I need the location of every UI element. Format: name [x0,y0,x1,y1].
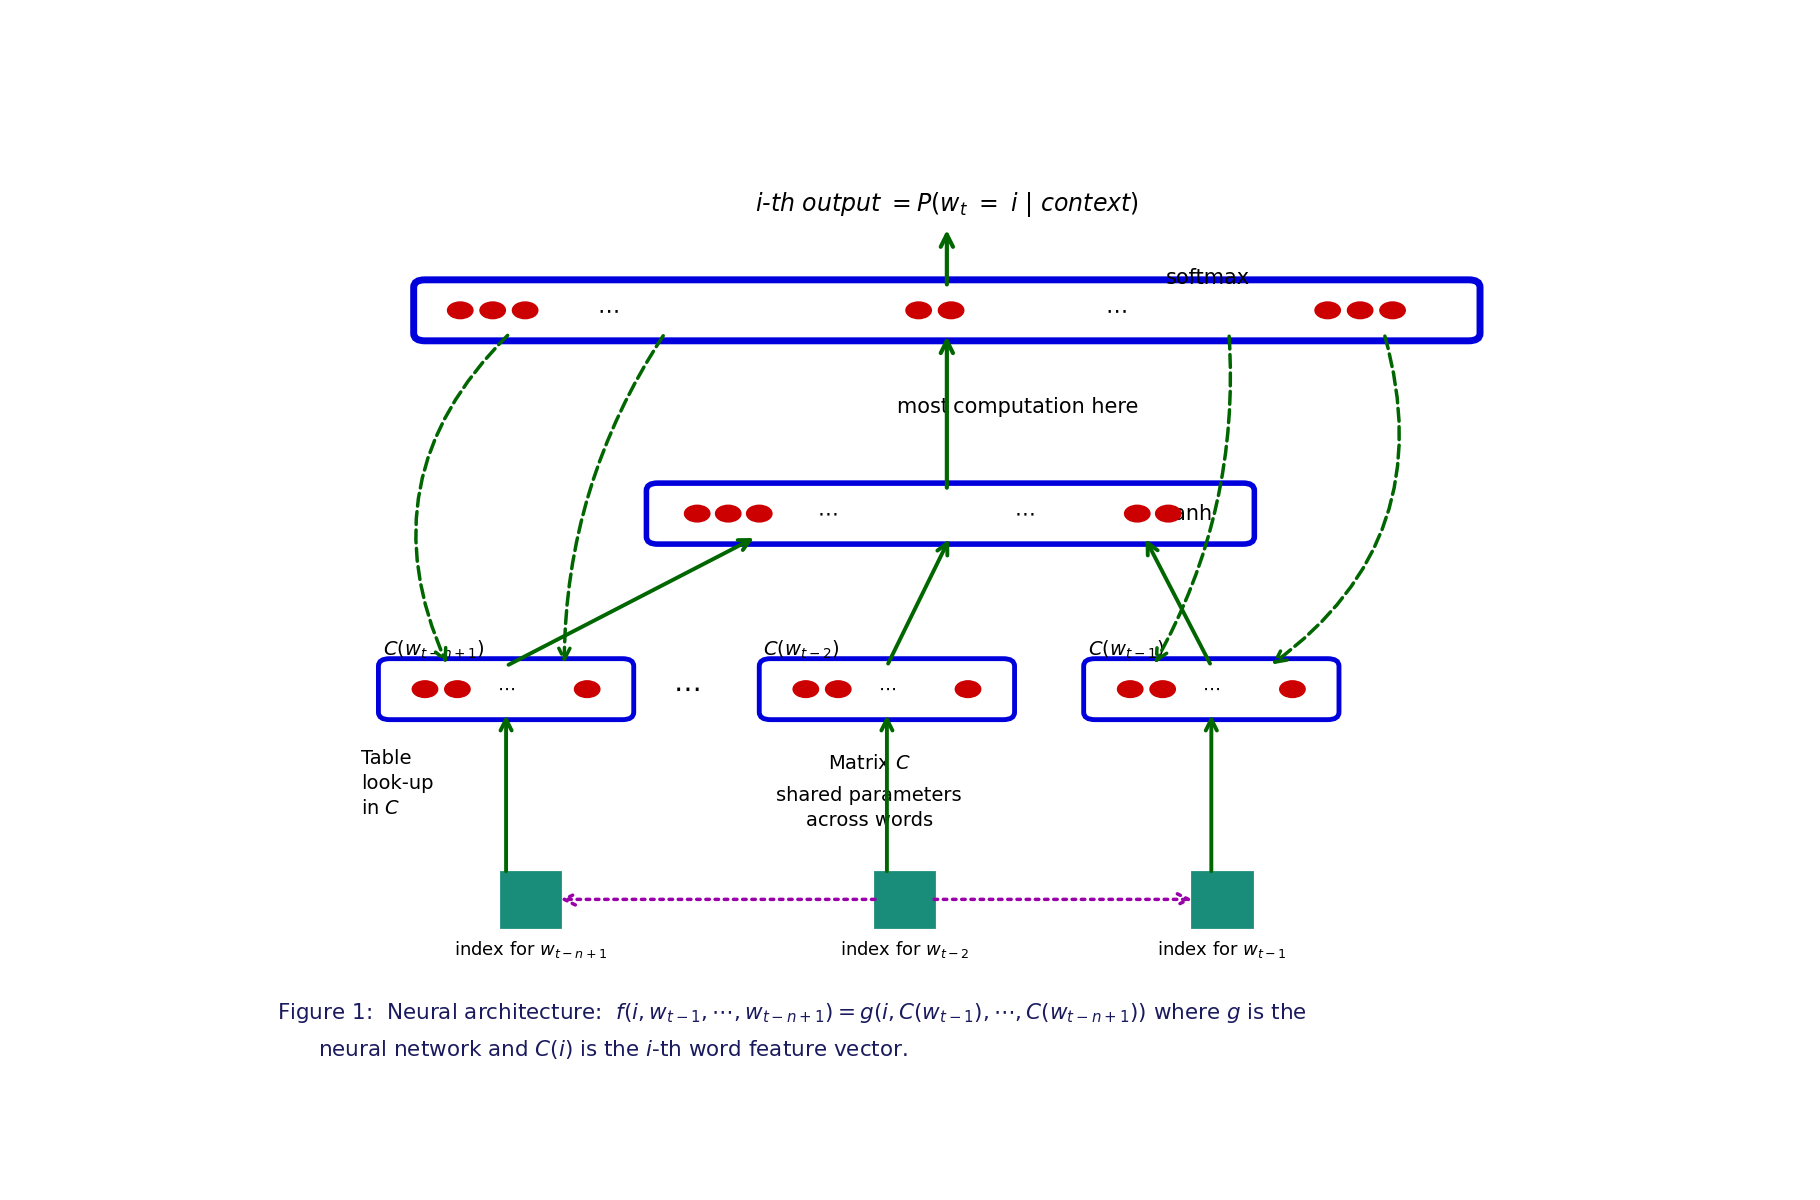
Circle shape [826,680,852,697]
Text: $i$-th output $= P(w_t\ =\ i\ |\ \mathit{context})$: $i$-th output $= P(w_t\ =\ i\ |\ \mathit… [755,190,1139,218]
Circle shape [513,302,539,319]
Text: $\cdots$: $\cdots$ [1014,504,1034,523]
Text: $\cdots$: $\cdots$ [1203,680,1221,698]
Text: most computation here: most computation here [897,397,1138,418]
FancyBboxPatch shape [759,659,1014,720]
Text: $C(w_{t-1})$: $C(w_{t-1})$ [1088,640,1165,661]
Text: Table
look-up
in $C$: Table look-up in $C$ [362,749,433,818]
Circle shape [1316,302,1340,319]
FancyBboxPatch shape [1192,872,1252,926]
Circle shape [1125,505,1150,522]
Circle shape [1117,680,1143,697]
Circle shape [444,680,470,697]
Circle shape [906,302,932,319]
Circle shape [1380,302,1405,319]
Circle shape [1150,680,1176,697]
Text: tanh: tanh [1165,504,1212,523]
Text: $C(w_{t-2})$: $C(w_{t-2})$ [764,640,841,661]
Circle shape [939,302,965,319]
Text: shared parameters
across words: shared parameters across words [777,786,963,830]
Text: Matrix $C$: Matrix $C$ [828,754,910,773]
FancyBboxPatch shape [875,872,934,926]
Circle shape [413,680,437,697]
Text: $\cdots$: $\cdots$ [597,300,619,320]
Circle shape [794,680,819,697]
Circle shape [480,302,506,319]
FancyBboxPatch shape [413,280,1480,341]
Text: $C(w_{t-n+1})$: $C(w_{t-n+1})$ [382,640,484,661]
Text: $\cdots$: $\cdots$ [1105,300,1127,320]
Circle shape [1347,302,1372,319]
Text: $\cdots$: $\cdots$ [817,504,837,523]
Text: index for $w_{t-1}$: index for $w_{t-1}$ [1158,938,1287,960]
Circle shape [575,680,601,697]
Circle shape [1279,680,1305,697]
Circle shape [448,302,473,319]
FancyBboxPatch shape [379,659,633,720]
Text: index for $w_{t-n+1}$: index for $w_{t-n+1}$ [455,938,608,960]
Text: $\cdots$: $\cdots$ [673,676,699,703]
Circle shape [715,505,741,522]
Circle shape [684,505,710,522]
Text: $\cdots$: $\cdots$ [877,680,895,698]
Circle shape [746,505,772,522]
Circle shape [956,680,981,697]
FancyBboxPatch shape [646,484,1254,544]
Text: softmax: softmax [1165,268,1250,288]
FancyBboxPatch shape [501,872,561,926]
Circle shape [1156,505,1181,522]
Text: $\cdots$: $\cdots$ [497,680,515,698]
Text: index for $w_{t-2}$: index for $w_{t-2}$ [839,938,970,960]
Text: Figure 1:  Neural architecture:  $f(i, w_{t-1}, \cdots, w_{t-n+1}) = g(i, C(w_{t: Figure 1: Neural architecture: $f(i, w_{… [277,1002,1307,1061]
FancyBboxPatch shape [1083,659,1340,720]
